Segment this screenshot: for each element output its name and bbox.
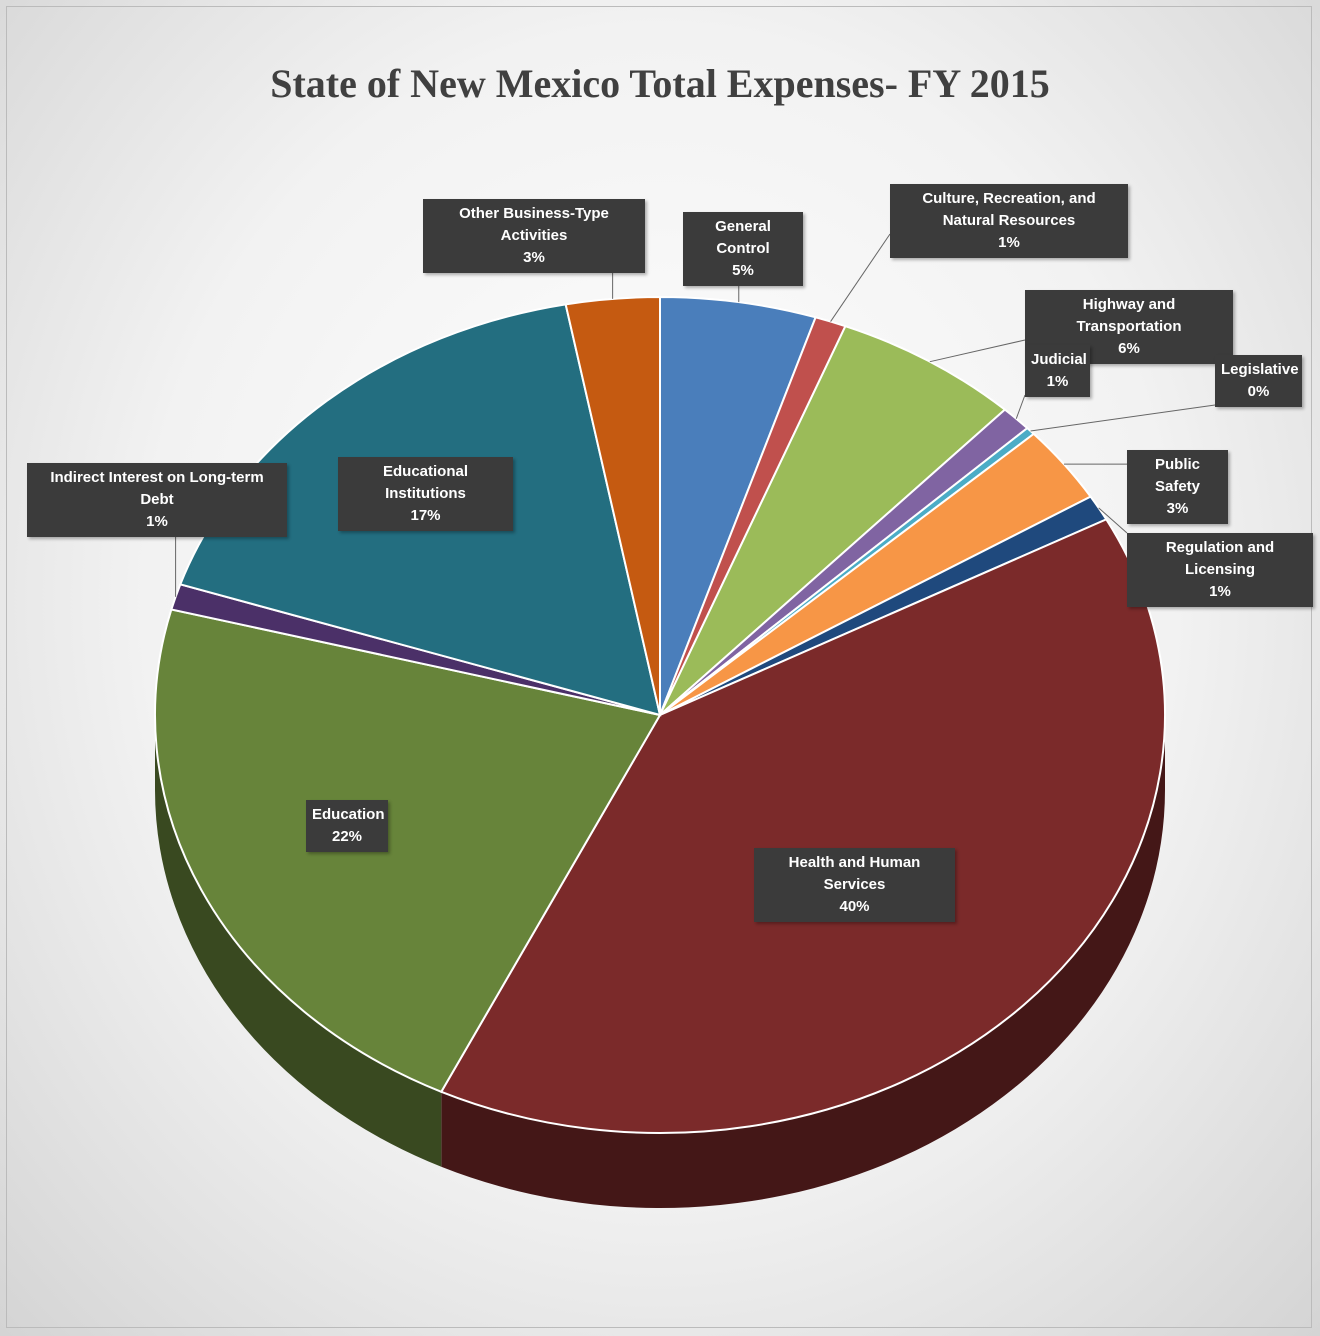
label-value: 0% [1247, 383, 1270, 400]
frame [6, 6, 1312, 1328]
label-name: Judicial [1031, 351, 1087, 368]
leader-line [1098, 507, 1128, 534]
label-name: Legislative [1221, 361, 1299, 378]
leader-line [830, 233, 891, 322]
label-name: Highway and Transportation [1076, 296, 1182, 335]
label-value: 40% [839, 898, 870, 915]
data-label: Judicial 1% [1025, 345, 1090, 397]
slice [659, 324, 1007, 716]
label-value: 17% [410, 507, 441, 524]
slice-side [441, 715, 1165, 1208]
data-label: Indirect Interest on Long-term Debt 1% [27, 463, 287, 537]
data-label: Health and Human Services 40% [754, 848, 955, 922]
label-value: 3% [523, 249, 545, 266]
chart-title: State of New Mexico Total Expenses- FY 2… [270, 61, 1050, 106]
data-label: Educational Institutions 17% [338, 457, 513, 531]
label-name: General Control [715, 218, 771, 257]
leader-line [929, 339, 1026, 363]
label-value: 1% [1046, 373, 1069, 390]
label-value: 1% [998, 234, 1020, 251]
label-name: Culture, Recreation, and Natural Resourc… [922, 190, 1096, 229]
leader-line [1015, 394, 1026, 419]
slice [154, 608, 662, 1094]
slice [564, 295, 661, 716]
slice [659, 295, 817, 716]
label-name: Educational Institutions [382, 463, 468, 502]
label-name: Education [312, 806, 385, 823]
data-label: General Control 5% [683, 212, 803, 286]
data-label: Public Safety 3% [1127, 450, 1228, 524]
label-value: 5% [732, 262, 754, 279]
leader-line [1030, 404, 1216, 432]
data-label: Legislative 0% [1215, 355, 1302, 407]
slice [439, 518, 1166, 1134]
label-name: Other Business-Type Activities [459, 205, 609, 244]
label-name: Regulation and Licensing [1165, 539, 1275, 578]
data-label: Regulation and Licensing 1% [1127, 533, 1313, 607]
label-name: Public Safety [1154, 456, 1201, 495]
label-value: 1% [146, 513, 168, 530]
data-label: Other Business-Type Activities 3% [423, 199, 645, 273]
label-name: Indirect Interest on Long-term Debt [50, 469, 264, 508]
label-value: 1% [1209, 583, 1231, 600]
label-name: Health and Human Services [788, 854, 921, 893]
label-value: 6% [1118, 340, 1140, 357]
slice-side [155, 715, 442, 1167]
label-value: 3% [1166, 500, 1189, 517]
label-value: 22% [331, 828, 363, 845]
data-label: Culture, Recreation, and Natural Resourc… [890, 184, 1128, 258]
data-label: Education 22% [306, 800, 388, 852]
